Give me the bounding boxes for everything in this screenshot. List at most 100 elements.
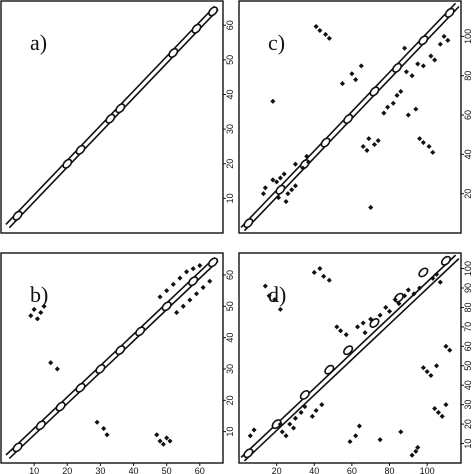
contour-point-14 bbox=[306, 159, 312, 165]
contour-point-23 bbox=[371, 141, 378, 148]
diagonal-blob-2 bbox=[75, 144, 86, 155]
contour-point-32 bbox=[383, 304, 389, 310]
contour-point-21 bbox=[197, 262, 203, 269]
contour-point-57 bbox=[251, 427, 257, 433]
contour-point-52 bbox=[338, 328, 344, 334]
contour-point-8 bbox=[275, 195, 282, 201]
contour-point-23 bbox=[180, 303, 186, 309]
y-tick-label: 30 bbox=[463, 400, 473, 410]
x-tick-label: 20 bbox=[272, 466, 282, 474]
contour-point-41 bbox=[433, 271, 440, 277]
diagonal-blob-6 bbox=[135, 326, 146, 337]
diagonal-blob-8 bbox=[188, 276, 199, 287]
contour-point-18 bbox=[322, 31, 329, 37]
contour-point-26 bbox=[415, 444, 421, 450]
contour-point-41 bbox=[426, 143, 432, 150]
contour-point-22 bbox=[174, 310, 180, 316]
x-tick-label: 60 bbox=[347, 466, 357, 474]
y-tick-label: 30 bbox=[225, 364, 235, 374]
contour-point-55 bbox=[447, 347, 453, 353]
contour-point-46 bbox=[433, 363, 440, 369]
diagonal-blob-3 bbox=[105, 113, 116, 124]
contour-point-19 bbox=[347, 439, 353, 445]
contour-point-36 bbox=[402, 293, 408, 299]
contour-point-9 bbox=[283, 198, 289, 205]
contour-point-21 bbox=[364, 147, 370, 153]
contour-point-31 bbox=[377, 312, 383, 318]
x-tick-label: 60 bbox=[195, 466, 205, 474]
y-tick-label: 100 bbox=[463, 261, 473, 276]
contour-point-12 bbox=[160, 441, 166, 447]
contour-point-49 bbox=[439, 413, 445, 419]
contour-point-25 bbox=[413, 448, 419, 454]
panel-label: b) bbox=[30, 282, 48, 307]
y-tick-label: 20 bbox=[225, 159, 235, 169]
contour-point-31 bbox=[409, 73, 415, 79]
contour-point-51 bbox=[334, 324, 340, 330]
contour-point-24 bbox=[187, 297, 193, 303]
y-tick-label: 20 bbox=[225, 395, 235, 405]
contour-point-10 bbox=[287, 421, 293, 427]
contour-point-8 bbox=[101, 425, 107, 432]
contour-point-18 bbox=[177, 275, 183, 281]
contour-point-17 bbox=[317, 27, 323, 34]
diagonal-blob-1 bbox=[62, 158, 73, 169]
contour-point-10 bbox=[260, 191, 267, 197]
contour-point-11 bbox=[292, 161, 298, 167]
plot-frame bbox=[0, 252, 224, 464]
contour-point-11 bbox=[277, 421, 283, 427]
contour-point-23 bbox=[398, 429, 404, 435]
contour-point-0 bbox=[262, 283, 268, 289]
contour-point-47 bbox=[353, 77, 359, 83]
contour-point-48 bbox=[339, 81, 346, 87]
y-tick-label: 60 bbox=[463, 341, 473, 351]
contour-point-5 bbox=[48, 360, 54, 366]
contour-point-6 bbox=[54, 366, 60, 372]
contour-point-21 bbox=[356, 423, 362, 429]
contour-point-1 bbox=[31, 306, 37, 312]
contour-point-50 bbox=[402, 45, 408, 51]
diagonal-blob-5 bbox=[369, 318, 380, 328]
diagonal-blob-4 bbox=[343, 113, 354, 125]
y-tick-label: 50 bbox=[225, 301, 235, 311]
y-tick-label: 20 bbox=[463, 419, 473, 429]
contour-point-40 bbox=[420, 140, 426, 146]
diagonal-blob-7 bbox=[161, 301, 172, 312]
contour-point-34 bbox=[392, 297, 398, 303]
y-tick-label: 60 bbox=[225, 270, 235, 280]
panel-label: d) bbox=[268, 282, 286, 307]
x-tick-label: 30 bbox=[95, 466, 105, 474]
contour-point-37 bbox=[441, 33, 447, 39]
contour-point-3 bbox=[277, 306, 283, 312]
contour-point-1 bbox=[266, 293, 272, 299]
contour-point-45 bbox=[428, 372, 434, 379]
plot-frame bbox=[238, 252, 462, 464]
contour-point-15 bbox=[302, 404, 308, 410]
contour-point-22 bbox=[366, 136, 372, 142]
diagonal-blob-6 bbox=[191, 23, 202, 34]
plot-frame bbox=[238, 0, 462, 234]
contour-point-15 bbox=[270, 98, 276, 104]
diagonal-blob-2 bbox=[55, 401, 66, 412]
contour-point-44 bbox=[413, 106, 419, 112]
diagonal-blob-5 bbox=[168, 47, 179, 58]
contour-point-46 bbox=[349, 71, 355, 77]
contour-point-26 bbox=[385, 104, 391, 110]
contour-point-18 bbox=[319, 402, 325, 408]
contour-point-4 bbox=[292, 183, 298, 189]
contour-point-24 bbox=[375, 138, 381, 144]
contour-point-37 bbox=[405, 287, 411, 293]
contour-point-49 bbox=[358, 63, 364, 69]
contour-point-17 bbox=[170, 281, 176, 287]
contour-point-16 bbox=[313, 24, 319, 30]
contour-point-28 bbox=[394, 92, 400, 98]
contour-point-14 bbox=[167, 438, 173, 444]
diagonal-blob-4 bbox=[343, 345, 354, 356]
contour-point-45 bbox=[368, 204, 374, 210]
y-tick-label: 20 bbox=[463, 189, 473, 199]
contour-point-22 bbox=[377, 437, 383, 443]
plot-frame bbox=[0, 0, 224, 234]
diagonal-blob-7 bbox=[418, 35, 429, 46]
contour-point-17 bbox=[313, 407, 319, 414]
